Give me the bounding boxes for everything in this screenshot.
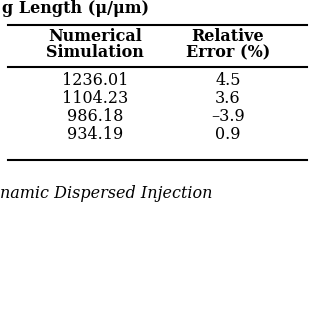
Text: Error (%): Error (%) xyxy=(186,44,270,61)
Text: Simulation: Simulation xyxy=(46,44,144,61)
Text: namic Dispersed Injection: namic Dispersed Injection xyxy=(0,185,212,202)
Text: 0.9: 0.9 xyxy=(215,126,241,143)
Text: 1104.23: 1104.23 xyxy=(62,90,128,107)
Text: 1236.01: 1236.01 xyxy=(62,72,128,89)
Text: Numerical: Numerical xyxy=(48,28,142,45)
Text: Relative: Relative xyxy=(192,28,264,45)
Text: 986.18: 986.18 xyxy=(67,108,123,125)
Text: 3.6: 3.6 xyxy=(215,90,241,107)
Text: g Length (μ/μm): g Length (μ/μm) xyxy=(2,0,149,17)
Text: 4.5: 4.5 xyxy=(215,72,241,89)
Text: 934.19: 934.19 xyxy=(67,126,123,143)
Text: –3.9: –3.9 xyxy=(211,108,245,125)
